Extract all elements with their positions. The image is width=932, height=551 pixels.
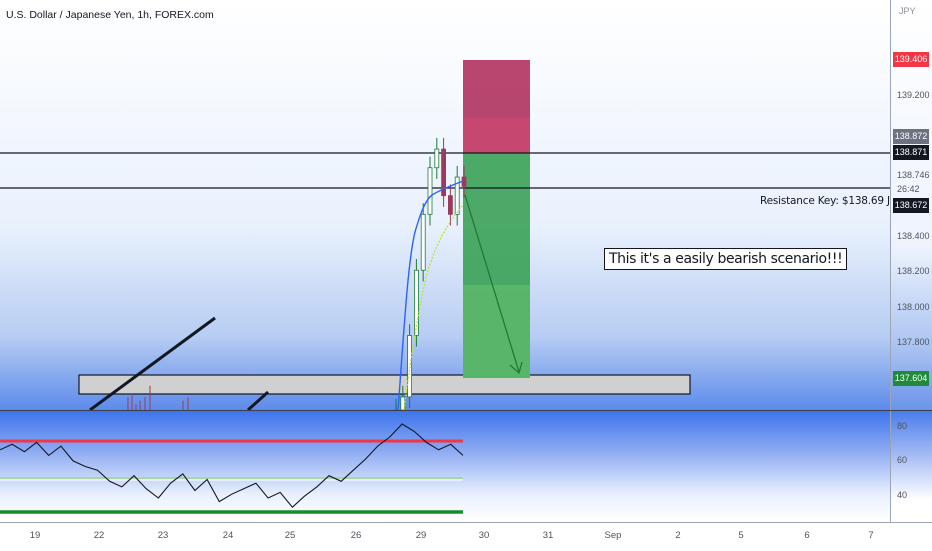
resistance-label[interactable]: Resistance Key: $138.69 JPY — [760, 195, 890, 207]
rsi-canvas[interactable] — [0, 411, 890, 522]
time-tick: 24 — [222, 530, 234, 541]
ema-line — [397, 180, 464, 410]
trend-line-2[interactable] — [246, 390, 270, 410]
time-tick: 31 — [542, 530, 554, 541]
candle-body — [407, 335, 413, 398]
time-axis[interactable] — [0, 522, 932, 551]
candle-body — [413, 269, 419, 336]
price-tick: 138.400 — [897, 231, 930, 241]
rsi-tick: 80 — [897, 421, 908, 431]
stop-price-tag: 139.406 — [893, 52, 929, 67]
rsi-pane[interactable] — [0, 411, 890, 522]
top-price-tag: 138.872 — [893, 129, 929, 144]
time-tick: 2 — [675, 530, 681, 541]
projection-arrowhead — [509, 361, 523, 375]
time-tick: 23 — [157, 530, 169, 541]
price-tick: 139.200 — [897, 90, 930, 100]
price-candles — [127, 137, 467, 410]
time-tick: Sep — [604, 530, 622, 541]
pane-divider[interactable] — [0, 410, 932, 411]
bearish-callout[interactable]: This it's a easily bearish scenario!!! — [604, 248, 848, 270]
stop-loss-zone-lower — [463, 118, 530, 153]
time-tick: 7 — [868, 530, 874, 541]
time-tick: 6 — [804, 530, 810, 541]
price-chart-pane[interactable]: U.S. Dollar / Japanese Yen, 1h, FOREX.co… — [0, 0, 890, 410]
time-tick: 25 — [284, 530, 296, 541]
current-price-label: 138.746 — [897, 170, 930, 180]
target-price-tag: 137.604 — [893, 371, 929, 386]
candle-body — [427, 167, 433, 215]
candle-body — [447, 195, 453, 215]
candle-body — [400, 396, 406, 410]
axis-unit: JPY — [899, 6, 916, 16]
time-tick: 5 — [738, 530, 744, 541]
time-tick: 30 — [478, 530, 490, 541]
rsi-line — [0, 423, 464, 508]
resistance-lower-tag: 138.672 — [893, 198, 929, 213]
candle-body — [441, 148, 447, 197]
rsi-axis[interactable] — [890, 411, 932, 522]
support-zone-box[interactable] — [78, 374, 691, 395]
time-tick: 19 — [29, 530, 41, 541]
projection-arrow[interactable] — [464, 194, 520, 373]
candle-body — [420, 213, 426, 271]
price-tick: 138.200 — [897, 266, 930, 276]
trend-line-1[interactable] — [89, 316, 216, 410]
time-tick: 26 — [350, 530, 362, 541]
resistance-upper-tag: 138.871 — [893, 145, 929, 160]
price-tick: 137.800 — [897, 337, 930, 347]
rsi-tick: 60 — [897, 455, 908, 465]
price-chart-canvas[interactable] — [0, 0, 890, 410]
time-tick: 29 — [415, 530, 427, 541]
price-tick: 138.000 — [897, 302, 930, 312]
candle-body — [454, 176, 460, 215]
bar-countdown: 26:42 — [897, 184, 920, 194]
sma-line — [403, 204, 464, 410]
time-tick: 22 — [93, 530, 105, 541]
take-profit-zone-lower — [463, 285, 530, 378]
chart-title: U.S. Dollar / Japanese Yen, 1h, FOREX.co… — [6, 9, 214, 21]
candle-body — [434, 148, 440, 169]
rsi-tick: 40 — [897, 490, 908, 500]
